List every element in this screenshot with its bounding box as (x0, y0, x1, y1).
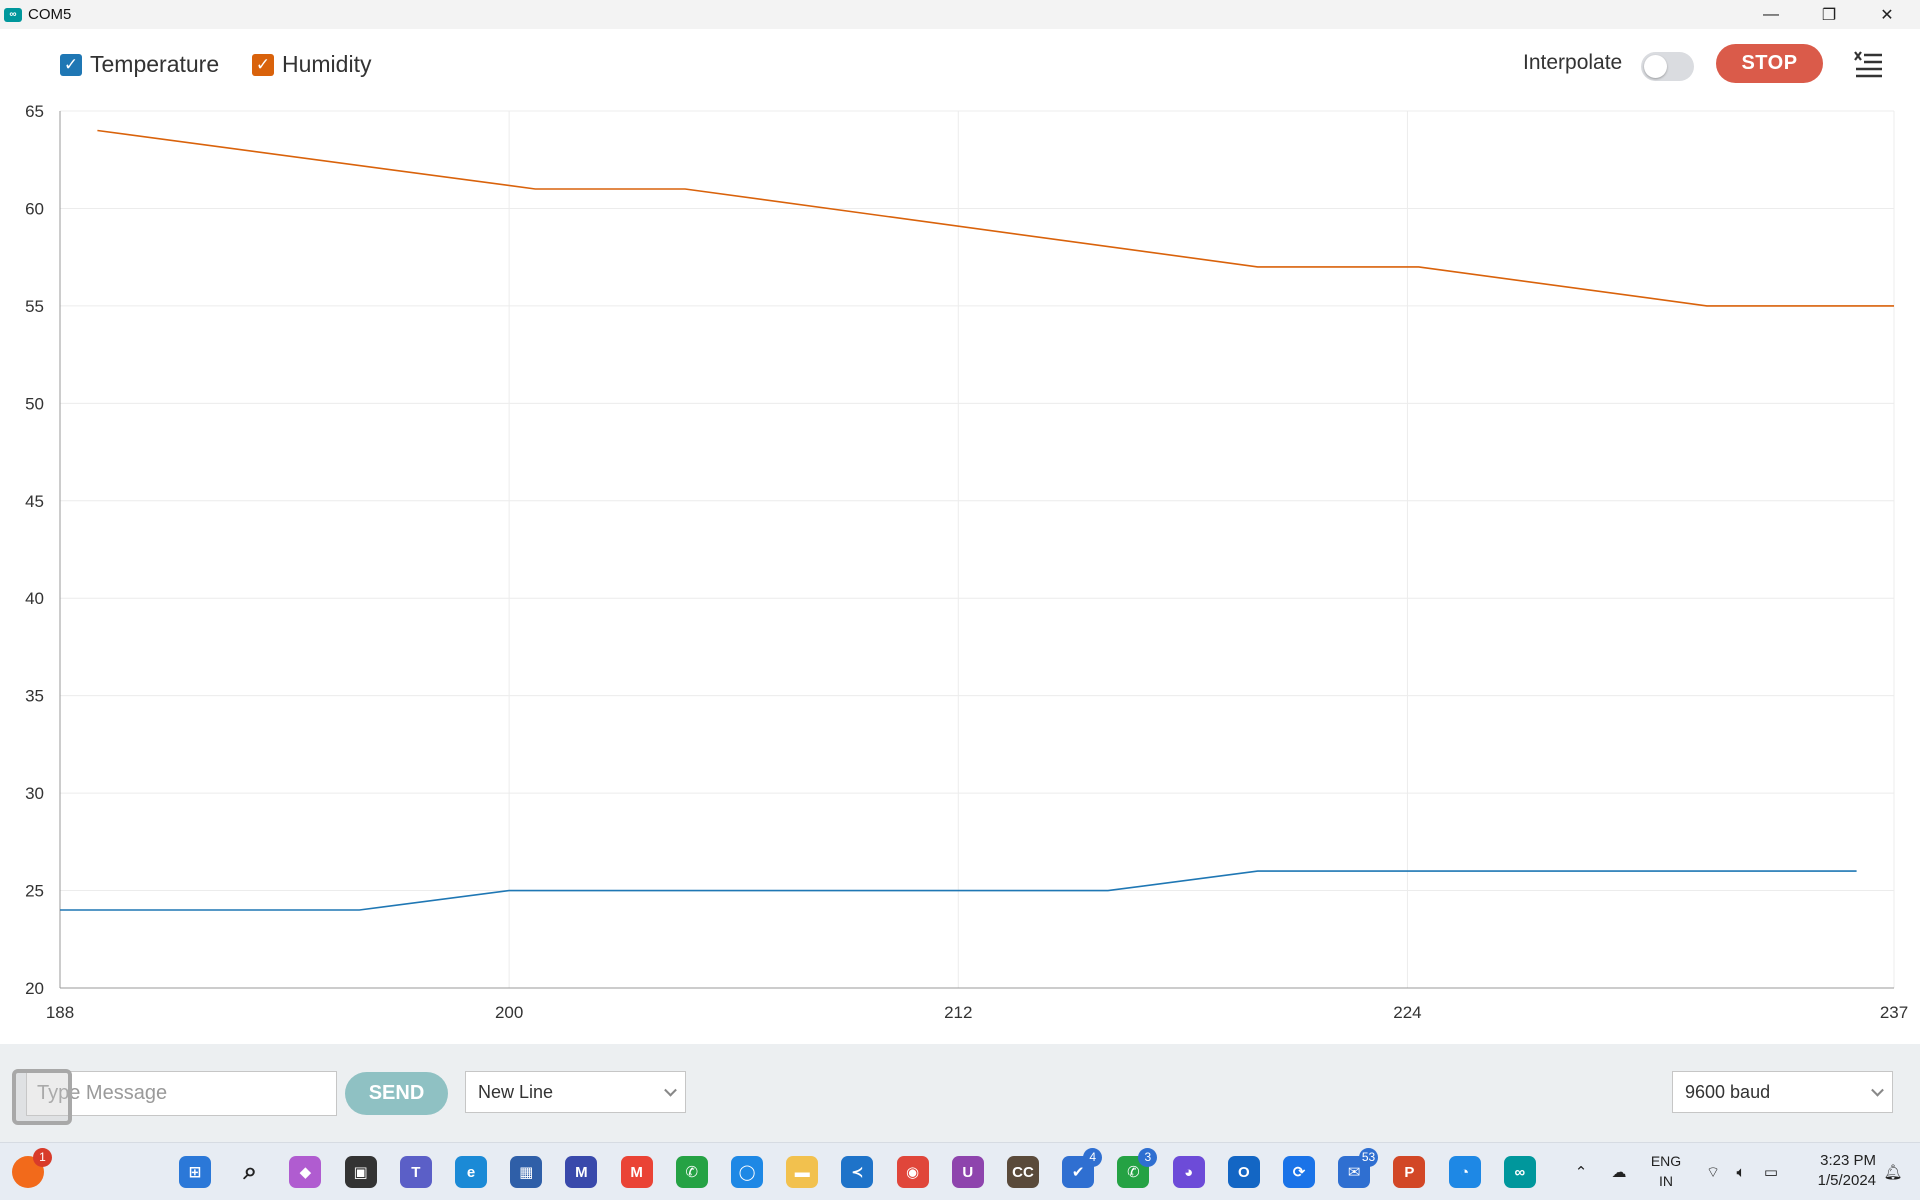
vscode-icon[interactable]: ≺ (841, 1156, 874, 1188)
arduino-infinity-icon: ∞ (4, 7, 22, 22)
plotter-toolbar: ✓ Temperature ✓ Humidity Interpolate STO… (0, 29, 1920, 99)
app-circle-icon[interactable]: ◯ (731, 1156, 763, 1188)
legend-label-humidity: Humidity (282, 51, 372, 77)
x-tick-label: 188 (46, 1003, 74, 1022)
app-u-icon[interactable]: U (951, 1156, 984, 1188)
baud-rate-value: 9600 baud (1685, 1081, 1771, 1102)
interpolate-label: Interpolate (1523, 51, 1623, 74)
clock[interactable]: 3:23 PM 1/5/2024 (1796, 1151, 1876, 1191)
y-tick-label: 40 (25, 589, 44, 608)
y-tick-label: 25 (25, 882, 44, 901)
chrome-icon[interactable]: ◉ (896, 1156, 929, 1188)
onedrive-cloud-icon[interactable]: ☁ (1611, 1164, 1627, 1181)
notification-bell-icon[interactable]: 🔔︎ (1883, 1164, 1903, 1181)
whatsapp-icon[interactable]: ✆ (675, 1156, 708, 1188)
task-view-icon[interactable]: ▣ (344, 1156, 377, 1188)
restore-icon[interactable]: ❐ (1821, 6, 1837, 24)
clock-time: 3:23 PM (1820, 1152, 1876, 1169)
message-input[interactable] (26, 1071, 337, 1116)
y-tick-label: 30 (25, 784, 44, 803)
matlab-icon[interactable]: M (565, 1156, 598, 1188)
mail-icon[interactable]: ✉ 53 (1338, 1148, 1379, 1188)
y-tick-label: 35 (25, 687, 44, 706)
window-title: COM5 (28, 6, 72, 23)
x-tick-label: 237 (1880, 1003, 1908, 1022)
store-icon[interactable]: ▦ (510, 1156, 543, 1188)
y-tick-label: 50 (25, 394, 44, 413)
notification-badge: 53 (1358, 1148, 1379, 1167)
legend-label-temperature: Temperature (90, 51, 220, 77)
baud-rate-select[interactable]: 9600 baud (1672, 1071, 1893, 1113)
checkbox-checked-icon[interactable]: ✓ (60, 53, 82, 76)
toggle-knob (1644, 55, 1667, 78)
volume-icon[interactable]: 🔈︎ (1736, 1163, 1746, 1181)
sync-icon[interactable]: ⟳ (1283, 1156, 1315, 1188)
line-ending-value: New Line (478, 1081, 554, 1102)
x-tick-label: 200 (495, 1003, 523, 1022)
language-code: ENG (1650, 1153, 1682, 1169)
file-explorer-icon[interactable]: ▬ (786, 1156, 819, 1188)
chevron-up-icon[interactable]: ⌃ (1574, 1164, 1588, 1181)
pen-overlay-icon[interactable] (12, 1069, 72, 1125)
settings-gauge-icon[interactable]: ◔ (1448, 1156, 1481, 1188)
x-tick-label: 224 (1393, 1003, 1421, 1022)
language-region: IN (1659, 1173, 1673, 1189)
send-button[interactable]: SEND (345, 1072, 448, 1115)
y-tick-label: 20 (25, 979, 44, 998)
clear-list-icon[interactable] (1852, 49, 1884, 79)
chevron-down-icon (1871, 1083, 1884, 1097)
todo-icon[interactable]: ✔ 4 (1062, 1148, 1103, 1188)
chevron-down-icon (664, 1083, 677, 1097)
clock-date: 1/5/2024 (1817, 1172, 1876, 1189)
line-ending-select[interactable]: New Line (465, 1071, 686, 1113)
powerpoint-icon[interactable]: P (1393, 1156, 1426, 1188)
notification-badge: 3 (1138, 1148, 1158, 1167)
copilot-icon[interactable]: ◆ (289, 1156, 322, 1188)
notification-badge: 1 (33, 1148, 52, 1167)
battery-icon[interactable]: ▭ (1763, 1164, 1779, 1181)
search-icon[interactable]: ⌕ (243, 1158, 257, 1185)
messenger-icon[interactable]: ◕ (1172, 1156, 1205, 1188)
legend-toggle-humidity[interactable]: ✓ Humidity (252, 51, 371, 78)
start-icon[interactable]: ⊞ (179, 1156, 211, 1188)
series-line-temperature (60, 870, 1857, 911)
y-tick-label: 60 (25, 199, 44, 218)
minimize-icon[interactable]: — (1763, 5, 1779, 23)
cc-icon[interactable]: CC (1007, 1156, 1039, 1188)
title-bar: ∞ COM5 — ❐ ✕ (0, 0, 1920, 29)
language-indicator[interactable]: ENG IN (1648, 1151, 1684, 1191)
arduino-icon[interactable]: ∞ (1503, 1156, 1536, 1188)
checkbox-checked-icon[interactable]: ✓ (252, 53, 274, 76)
weather-widget-icon[interactable]: 1 (12, 1148, 52, 1188)
y-tick-label: 65 (25, 102, 44, 121)
gmail-icon[interactable]: M (620, 1156, 653, 1188)
y-tick-label: 45 (25, 492, 44, 511)
wifi-icon[interactable]: ⌔ (1705, 1163, 1721, 1181)
x-tick-label: 212 (944, 1003, 972, 1022)
y-tick-label: 55 (25, 297, 44, 316)
serial-input-bar: SEND New Line 9600 baud (0, 1044, 1920, 1142)
whatsapp-business-icon[interactable]: ✆ 3 (1117, 1148, 1158, 1188)
interpolate-toggle[interactable] (1641, 52, 1694, 81)
stop-button[interactable]: STOP (1716, 44, 1823, 83)
teams-icon[interactable]: T (399, 1156, 432, 1188)
legend-toggle-temperature[interactable]: ✓ Temperature (60, 51, 219, 78)
series-line-humidity (97, 129, 1894, 307)
notification-badge: 4 (1083, 1148, 1103, 1167)
edge-icon[interactable]: e (455, 1156, 487, 1188)
outlook-new-icon[interactable]: O (1227, 1156, 1260, 1188)
close-icon[interactable]: ✕ (1880, 6, 1894, 24)
